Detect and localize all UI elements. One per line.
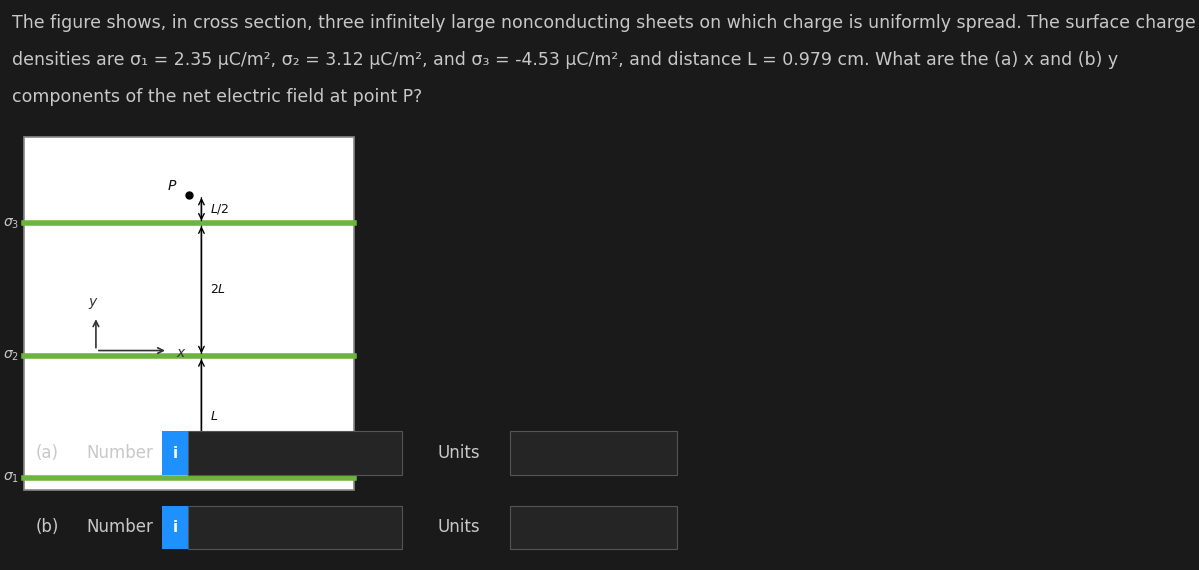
Text: $\sigma_1$: $\sigma_1$ bbox=[4, 470, 19, 485]
Text: (b): (b) bbox=[36, 518, 59, 536]
Text: ⌄: ⌄ bbox=[658, 520, 670, 534]
Text: Number: Number bbox=[86, 518, 153, 536]
FancyBboxPatch shape bbox=[162, 506, 188, 549]
Text: $L/2$: $L/2$ bbox=[210, 202, 229, 216]
Text: densities are σ₁ = 2.35 μC/m², σ₂ = 3.12 μC/m², and σ₃ = -4.53 μC/m², and distan: densities are σ₁ = 2.35 μC/m², σ₂ = 3.12… bbox=[12, 51, 1119, 70]
Text: $P$: $P$ bbox=[167, 178, 177, 193]
Text: i: i bbox=[173, 446, 177, 461]
Text: $x$: $x$ bbox=[176, 347, 187, 360]
Text: i: i bbox=[173, 520, 177, 535]
FancyBboxPatch shape bbox=[510, 506, 677, 549]
Text: $y$: $y$ bbox=[89, 296, 98, 311]
Text: $\sigma_3$: $\sigma_3$ bbox=[4, 216, 19, 231]
Text: The figure shows, in cross section, three infinitely large nonconducting sheets : The figure shows, in cross section, thre… bbox=[12, 14, 1195, 32]
FancyBboxPatch shape bbox=[188, 431, 402, 475]
FancyBboxPatch shape bbox=[24, 137, 354, 490]
Text: Units: Units bbox=[438, 518, 481, 536]
Text: $\sigma_2$: $\sigma_2$ bbox=[4, 349, 19, 364]
Text: Number: Number bbox=[86, 444, 153, 462]
Text: $2L$: $2L$ bbox=[210, 283, 225, 296]
Text: Units: Units bbox=[438, 444, 481, 462]
Text: components of the net electric field at point P?: components of the net electric field at … bbox=[12, 88, 422, 107]
FancyBboxPatch shape bbox=[188, 506, 402, 549]
Text: $L$: $L$ bbox=[210, 410, 218, 424]
Text: (a): (a) bbox=[36, 444, 59, 462]
Text: ⌄: ⌄ bbox=[658, 446, 670, 460]
FancyBboxPatch shape bbox=[510, 431, 677, 475]
FancyBboxPatch shape bbox=[162, 431, 188, 475]
